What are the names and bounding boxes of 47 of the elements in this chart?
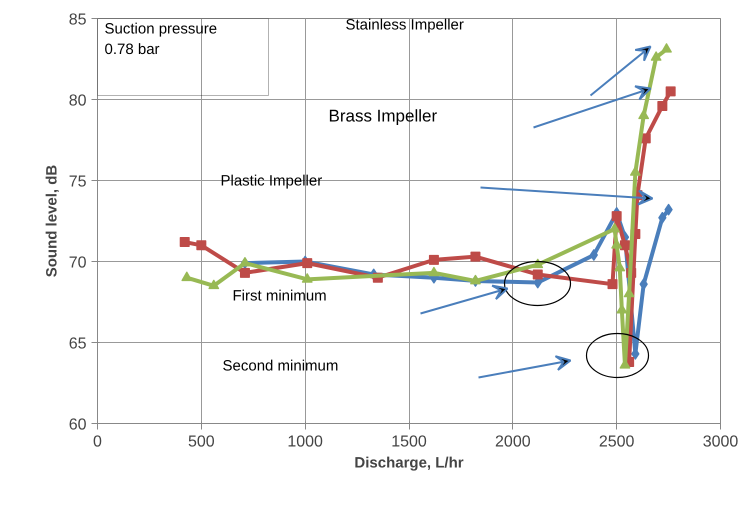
point <box>302 273 313 283</box>
point <box>638 109 650 120</box>
point <box>661 43 672 53</box>
point <box>470 274 481 284</box>
annotation: First minimum <box>232 288 327 304</box>
y-tick-label: 65 <box>68 336 87 352</box>
y-tick-label: 70 <box>68 254 87 272</box>
point <box>180 237 190 248</box>
point <box>428 254 439 265</box>
point <box>658 212 667 224</box>
point <box>239 256 250 267</box>
point <box>666 86 676 96</box>
point <box>612 211 622 222</box>
point <box>196 240 206 250</box>
y-tick-label: 75 <box>68 174 87 190</box>
y-axis-title: Sound level, dB <box>44 164 61 278</box>
annotation: Plastic Impeller <box>220 172 322 190</box>
x-tick-label: 3000 <box>702 434 738 450</box>
point <box>302 258 312 268</box>
x-tick-label: 2500 <box>598 434 635 450</box>
point <box>470 252 480 262</box>
point <box>608 279 618 290</box>
point <box>240 268 250 278</box>
point <box>181 271 192 282</box>
y-tick-label: 80 <box>68 92 87 110</box>
x-tick-label: 1000 <box>287 434 324 450</box>
x-tick-label: 0 <box>93 434 102 450</box>
point <box>532 269 543 280</box>
annotation: Second minimum <box>222 358 338 374</box>
y-tick-label: 85 <box>68 12 87 28</box>
point <box>532 258 544 268</box>
annotation: Suction pressure 0.78 bar <box>104 20 218 58</box>
point <box>609 222 620 232</box>
annotation: Stainless Impeller <box>346 16 464 34</box>
point <box>650 51 662 61</box>
annotation: Brass Impeller <box>328 106 438 126</box>
x-tick-label: 500 <box>188 434 215 450</box>
point <box>428 266 440 276</box>
x-axis-title: Discharge, L/hr <box>354 454 464 472</box>
point <box>611 239 622 249</box>
x-tick-label: 1500 <box>391 434 427 450</box>
x-tick-label: 2000 <box>495 434 531 450</box>
y-tick-label: 60 <box>68 416 87 434</box>
point <box>208 280 220 290</box>
point <box>664 204 673 216</box>
point <box>657 100 668 111</box>
point <box>620 240 630 250</box>
